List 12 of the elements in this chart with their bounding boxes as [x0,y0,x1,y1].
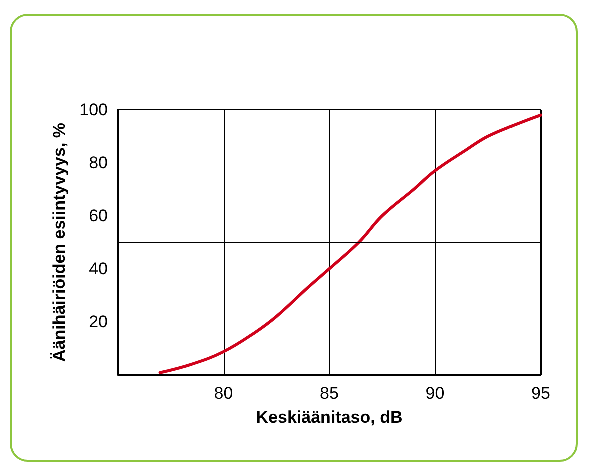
x-tick-label: 85 [320,384,339,403]
y-tick-label: 60 [89,206,108,226]
line-series [158,114,542,374]
y-tick-label: 20 [89,312,108,332]
y-tick-label: 100 [80,100,108,120]
x-tick-label: 95 [532,384,550,403]
x-axis-title: Keskiäänitaso, dB [256,408,403,427]
y-axis-title: Äänihäiriöiden esiintyvyys, % [50,122,69,362]
y-tick-label: 80 [89,154,108,172]
x-tick-label: 90 [426,384,445,403]
y-tick-label: 40 [89,260,108,278]
x-tick-label: 80 [214,384,234,403]
